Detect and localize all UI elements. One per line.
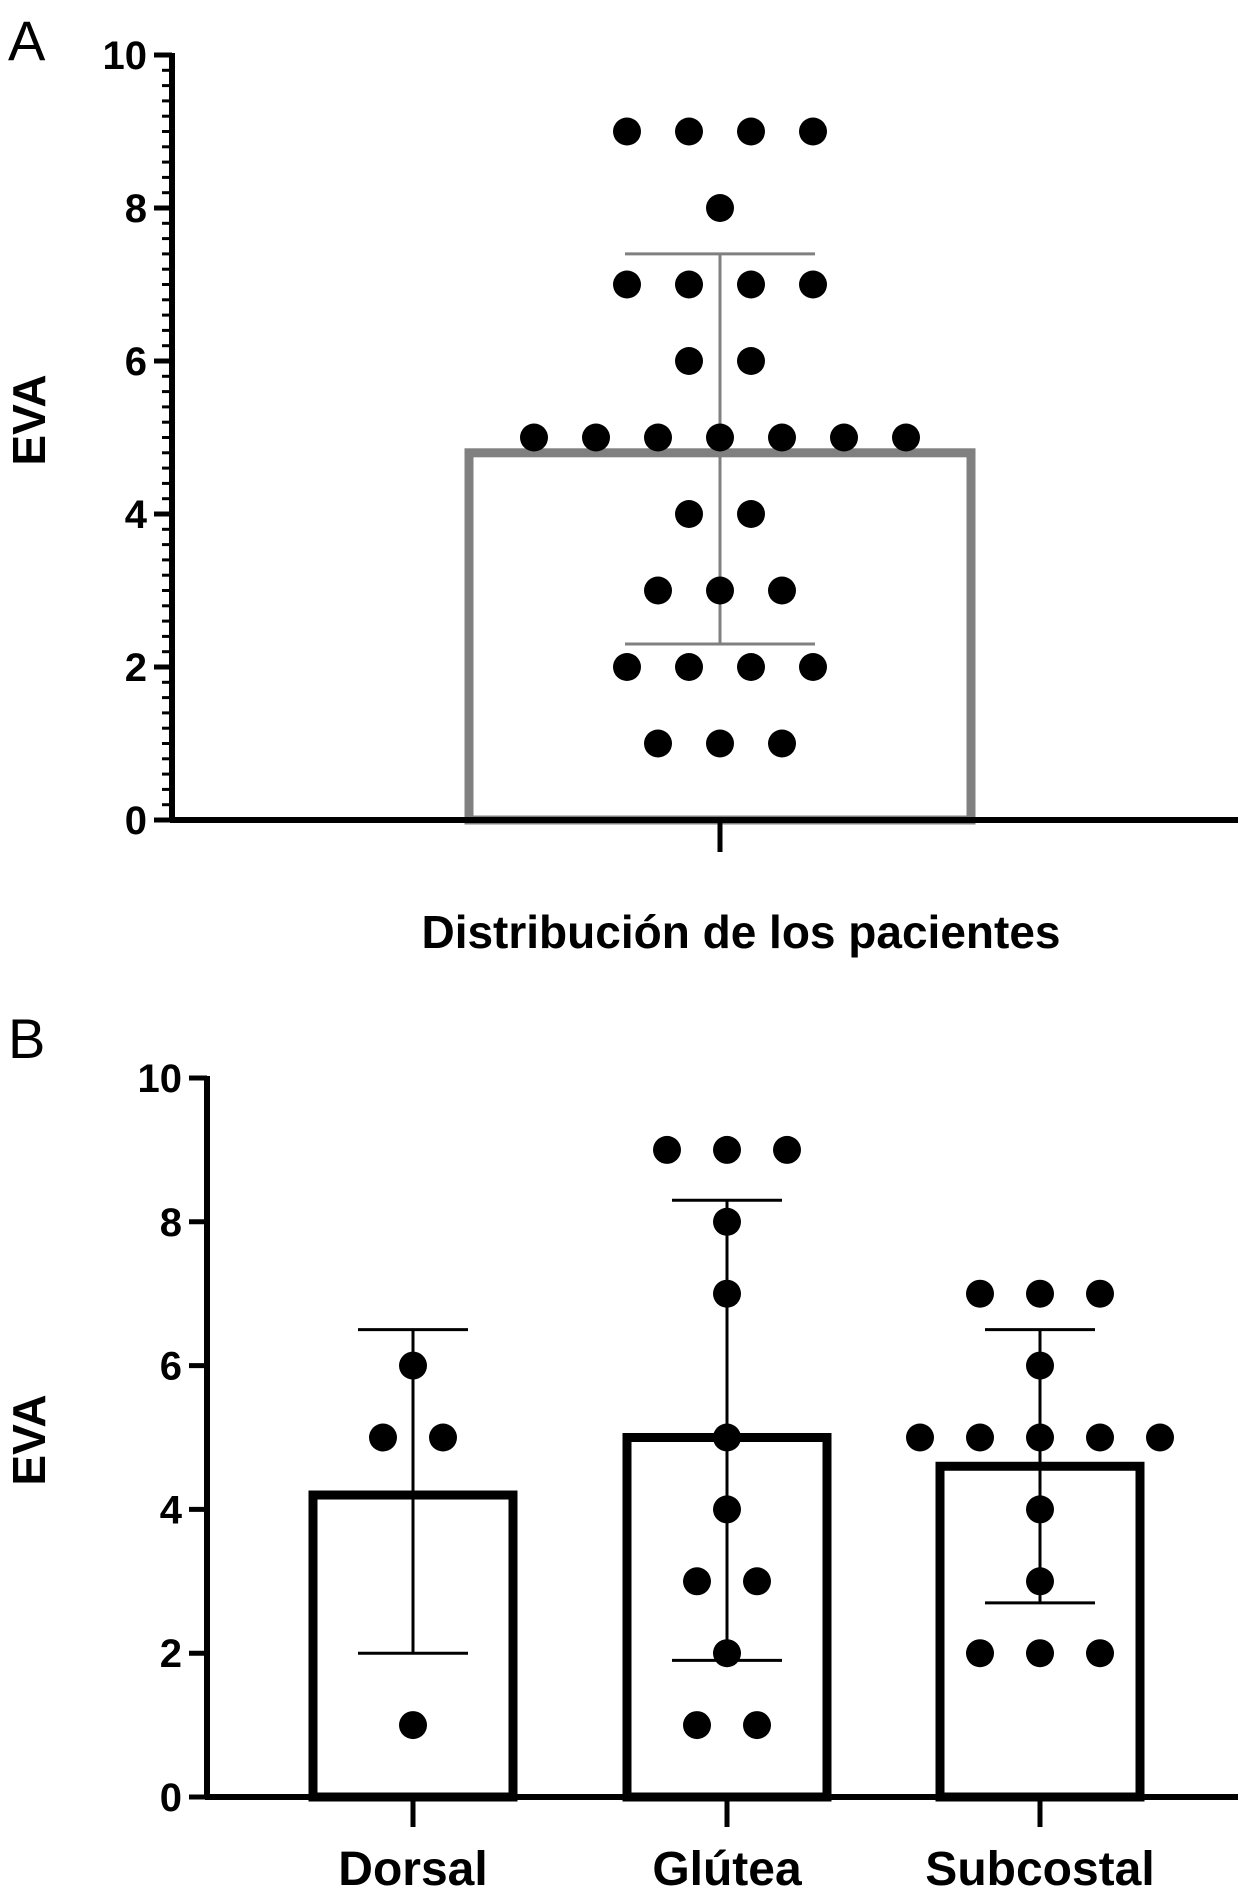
data-point-b-1 xyxy=(743,1567,771,1596)
data-point-b-2 xyxy=(1026,1423,1054,1452)
data-point-b-2 xyxy=(906,1423,934,1452)
data-point-a-0 xyxy=(520,423,548,452)
data-point-b-2 xyxy=(1026,1567,1054,1596)
y-tick-label-b: 6 xyxy=(160,1345,182,1389)
data-point-b-0 xyxy=(429,1423,457,1452)
data-point-a-0 xyxy=(799,653,827,681)
y-tick-label-b: 4 xyxy=(160,1488,183,1532)
x-category-label-b-1: Glútea xyxy=(652,1843,802,1893)
data-point-a-0 xyxy=(644,576,672,605)
data-point-a-0 xyxy=(706,576,734,605)
data-point-b-1 xyxy=(713,1423,741,1452)
data-point-b-2 xyxy=(1026,1351,1054,1380)
data-point-a-0 xyxy=(892,423,920,452)
y-tick-label-a: 8 xyxy=(125,187,147,231)
data-point-a-0 xyxy=(675,270,703,299)
data-point-b-2 xyxy=(966,1279,994,1308)
data-point-a-0 xyxy=(675,500,703,528)
data-point-b-1 xyxy=(713,1207,741,1236)
data-point-b-2 xyxy=(1026,1639,1054,1668)
x-category-label-b-2: Subcostal xyxy=(925,1843,1154,1893)
data-point-b-0 xyxy=(399,1351,427,1380)
data-point-b-1 xyxy=(713,1279,741,1308)
y-axis-title-a: EVA xyxy=(3,374,55,465)
y-tick-label-a: 0 xyxy=(125,799,147,843)
panel-label-b: B xyxy=(8,1007,45,1070)
x-category-label-b-0: Dorsal xyxy=(338,1843,487,1893)
data-point-a-0 xyxy=(768,729,796,758)
panel-label-a: A xyxy=(8,9,46,72)
data-point-b-2 xyxy=(1026,1495,1054,1524)
data-point-b-1 xyxy=(713,1639,741,1668)
data-point-a-0 xyxy=(613,653,641,681)
data-point-b-2 xyxy=(1086,1279,1114,1308)
panel-b: B EVA 0 2 4 6 8 10 Dorsal Glútea Subcostal xyxy=(3,1007,1238,1893)
data-point-a-0 xyxy=(768,423,796,452)
data-point-b-0 xyxy=(369,1423,397,1452)
data-point-a-0 xyxy=(613,117,641,146)
data-point-a-0 xyxy=(737,270,765,299)
data-point-b-1 xyxy=(683,1567,711,1596)
data-point-a-0 xyxy=(675,653,703,681)
data-point-a-0 xyxy=(675,117,703,146)
data-point-a-0 xyxy=(582,423,610,452)
data-point-b-2 xyxy=(1146,1423,1174,1452)
data-point-a-0 xyxy=(737,117,765,146)
y-tick-label-b: 0 xyxy=(160,1776,182,1820)
data-point-b-2 xyxy=(966,1423,994,1452)
data-point-a-0 xyxy=(799,117,827,146)
data-point-a-0 xyxy=(706,194,734,222)
data-point-a-0 xyxy=(737,347,765,375)
data-point-b-1 xyxy=(653,1135,681,1164)
y-tick-label-b: 10 xyxy=(138,1057,183,1101)
data-point-b-1 xyxy=(713,1135,741,1164)
y-axis-title-b: EVA xyxy=(3,1394,55,1485)
data-point-b-2 xyxy=(1086,1423,1114,1452)
data-point-b-1 xyxy=(683,1711,711,1740)
data-point-a-0 xyxy=(613,270,641,299)
y-tick-label-b: 8 xyxy=(160,1201,182,1245)
y-tick-label-a: 10 xyxy=(103,34,148,78)
data-point-a-0 xyxy=(799,270,827,299)
panel-a: A EVA Distribución de los pacientes 0 2 4 6… xyxy=(3,9,1238,958)
data-point-a-0 xyxy=(737,653,765,681)
data-point-a-0 xyxy=(737,500,765,528)
data-point-a-0 xyxy=(706,729,734,758)
data-point-b-2 xyxy=(966,1639,994,1668)
y-tick-label-a: 4 xyxy=(125,493,148,537)
data-point-a-0 xyxy=(644,423,672,452)
data-point-a-0 xyxy=(675,347,703,375)
y-tick-label-a: 6 xyxy=(125,340,147,384)
y-tick-label-b: 2 xyxy=(160,1632,182,1676)
y-tick-label-a: 2 xyxy=(125,646,147,690)
x-axis-title-a: Distribución de los pacientes xyxy=(421,906,1060,958)
data-point-a-0 xyxy=(644,729,672,758)
data-point-b-1 xyxy=(773,1135,801,1164)
data-point-b-0 xyxy=(399,1711,427,1740)
data-point-a-0 xyxy=(830,423,858,452)
data-point-a-0 xyxy=(768,576,796,605)
data-point-b-2 xyxy=(1086,1639,1114,1668)
data-point-b-1 xyxy=(713,1495,741,1524)
data-point-b-2 xyxy=(1026,1279,1054,1308)
data-point-b-1 xyxy=(743,1711,771,1740)
data-point-a-0 xyxy=(706,423,734,452)
